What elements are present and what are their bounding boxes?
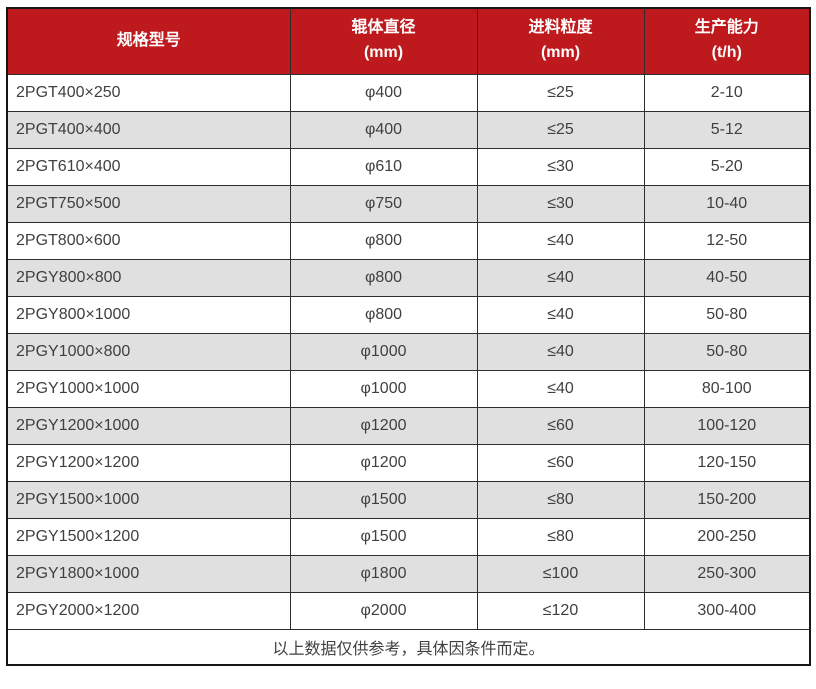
feed-size-cell: ≤40 xyxy=(476,258,645,297)
feed-size-cell: ≤120 xyxy=(476,591,645,630)
capacity-cell: 150-200 xyxy=(643,480,811,519)
table-header: 规格型号 辊体直径 (mm) 进料粒度 (mm) 生产能力 (t/h) xyxy=(6,7,811,75)
roller-diameter-cell: φ1200 xyxy=(289,443,478,482)
capacity-cell: 50-80 xyxy=(643,295,811,334)
roller-diameter-cell: φ1000 xyxy=(289,332,478,371)
feed-size-cell: ≤60 xyxy=(476,443,645,482)
table-row: 2PGY1800×1000 φ1800 ≤100 250-300 xyxy=(6,554,811,593)
spec-table: 规格型号 辊体直径 (mm) 进料粒度 (mm) 生产能力 (t/h) 2PGT… xyxy=(6,7,811,666)
model-cell: 2PGY1000×1000 xyxy=(6,369,291,408)
model-cell: 2PGT400×250 xyxy=(6,73,291,112)
roller-diameter-cell: φ1500 xyxy=(289,480,478,519)
capacity-cell: 250-300 xyxy=(643,554,811,593)
col-header-roller-diameter-unit: (mm) xyxy=(363,44,404,62)
feed-size-cell: ≤30 xyxy=(476,147,645,186)
model-cell: 2PGY800×800 xyxy=(6,258,291,297)
col-header-model-label: 规格型号 xyxy=(116,31,181,49)
capacity-cell: 80-100 xyxy=(643,369,811,408)
table-row: 2PGY1000×800 φ1000 ≤40 50-80 xyxy=(6,332,811,371)
roller-diameter-cell: φ1200 xyxy=(289,406,478,445)
feed-size-cell: ≤40 xyxy=(476,369,645,408)
model-cell: 2PGY1200×1000 xyxy=(6,406,291,445)
table-row: 2PGY800×800 φ800 ≤40 40-50 xyxy=(6,258,811,297)
table-row: 2PGY1500×1200 φ1500 ≤80 200-250 xyxy=(6,517,811,556)
feed-size-cell: ≤80 xyxy=(476,480,645,519)
roller-diameter-cell: φ1800 xyxy=(289,554,478,593)
col-header-roller-diameter: 辊体直径 (mm) xyxy=(289,7,478,75)
roller-diameter-cell: φ400 xyxy=(289,73,478,112)
table-row: 2PGY2000×1200 φ2000 ≤120 300-400 xyxy=(6,591,811,630)
model-cell: 2PGY1500×1200 xyxy=(6,517,291,556)
table-row: 2PGT400×400 φ400 ≤25 5-12 xyxy=(6,110,811,149)
capacity-cell: 2-10 xyxy=(643,73,811,112)
roller-diameter-cell: φ1500 xyxy=(289,517,478,556)
model-cell: 2PGY1800×1000 xyxy=(6,554,291,593)
feed-size-cell: ≤60 xyxy=(476,406,645,445)
col-header-feed-size-label: 进料粒度 xyxy=(528,19,593,37)
table-row: 2PGY1200×1200 φ1200 ≤60 120-150 xyxy=(6,443,811,482)
table-row: 2PGY800×1000 φ800 ≤40 50-80 xyxy=(6,295,811,334)
header-row: 规格型号 辊体直径 (mm) 进料粒度 (mm) 生产能力 (t/h) xyxy=(6,7,811,75)
feed-size-cell: ≤40 xyxy=(476,221,645,260)
table-row: 2PGT750×500 φ750 ≤30 10-40 xyxy=(6,184,811,223)
col-header-capacity: 生产能力 (t/h) xyxy=(643,7,811,75)
table-footer: 以上数据仅供参考，具体因条件而定。 xyxy=(6,628,811,666)
roller-diameter-cell: φ800 xyxy=(289,221,478,260)
feed-size-cell: ≤80 xyxy=(476,517,645,556)
footnote-row: 以上数据仅供参考，具体因条件而定。 xyxy=(6,628,811,666)
capacity-cell: 5-12 xyxy=(643,110,811,149)
col-header-capacity-unit: (t/h) xyxy=(711,44,742,62)
model-cell: 2PGT400×400 xyxy=(6,110,291,149)
feed-size-cell: ≤25 xyxy=(476,73,645,112)
roller-diameter-cell: φ800 xyxy=(289,258,478,297)
capacity-cell: 50-80 xyxy=(643,332,811,371)
roller-diameter-cell: φ1000 xyxy=(289,369,478,408)
feed-size-cell: ≤40 xyxy=(476,295,645,334)
table-row: 2PGT610×400 φ610 ≤30 5-20 xyxy=(6,147,811,186)
table-row: 2PGY1000×1000 φ1000 ≤40 80-100 xyxy=(6,369,811,408)
roller-diameter-cell: φ2000 xyxy=(289,591,478,630)
feed-size-cell: ≤40 xyxy=(476,332,645,371)
col-header-capacity-label: 生产能力 xyxy=(694,19,759,37)
model-cell: 2PGY1000×800 xyxy=(6,332,291,371)
model-cell: 2PGY1200×1200 xyxy=(6,443,291,482)
capacity-cell: 12-50 xyxy=(643,221,811,260)
table-row: 2PGT400×250 φ400 ≤25 2-10 xyxy=(6,73,811,112)
col-header-model: 规格型号 xyxy=(6,7,291,75)
roller-diameter-cell: φ800 xyxy=(289,295,478,334)
table-row: 2PGY1500×1000 φ1500 ≤80 150-200 xyxy=(6,480,811,519)
feed-size-cell: ≤100 xyxy=(476,554,645,593)
model-cell: 2PGT610×400 xyxy=(6,147,291,186)
model-cell: 2PGY1500×1000 xyxy=(6,480,291,519)
capacity-cell: 40-50 xyxy=(643,258,811,297)
model-cell: 2PGY2000×1200 xyxy=(6,591,291,630)
table-row: 2PGY1200×1000 φ1200 ≤60 100-120 xyxy=(6,406,811,445)
feed-size-cell: ≤30 xyxy=(476,184,645,223)
model-cell: 2PGY800×1000 xyxy=(6,295,291,334)
footnote: 以上数据仅供参考，具体因条件而定。 xyxy=(6,628,811,666)
col-header-roller-diameter-label: 辊体直径 xyxy=(351,19,416,37)
capacity-cell: 300-400 xyxy=(643,591,811,630)
capacity-cell: 120-150 xyxy=(643,443,811,482)
capacity-cell: 100-120 xyxy=(643,406,811,445)
col-header-feed-size: 进料粒度 (mm) xyxy=(476,7,645,75)
table-body: 2PGT400×250 φ400 ≤25 2-10 2PGT400×400 φ400 ≤25… xyxy=(6,73,811,630)
capacity-cell: 10-40 xyxy=(643,184,811,223)
table-row: 2PGT800×600 φ800 ≤40 12-50 xyxy=(6,221,811,260)
model-cell: 2PGT750×500 xyxy=(6,184,291,223)
capacity-cell: 5-20 xyxy=(643,147,811,186)
model-cell: 2PGT800×600 xyxy=(6,221,291,260)
capacity-cell: 200-250 xyxy=(643,517,811,556)
roller-diameter-cell: φ750 xyxy=(289,184,478,223)
feed-size-cell: ≤25 xyxy=(476,110,645,149)
col-header-feed-size-unit: (mm) xyxy=(540,44,581,62)
roller-diameter-cell: φ610 xyxy=(289,147,478,186)
roller-diameter-cell: φ400 xyxy=(289,110,478,149)
